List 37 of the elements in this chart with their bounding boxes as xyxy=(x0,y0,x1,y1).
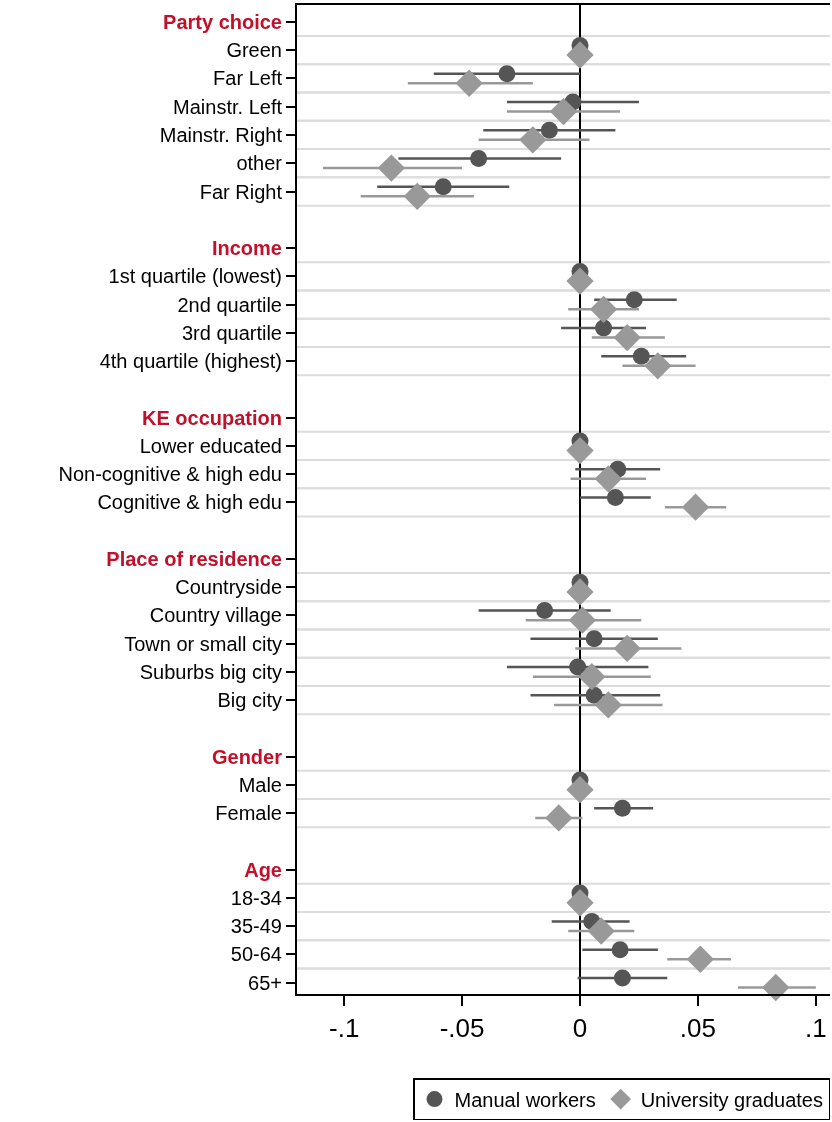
y-tick-label: KE occupation xyxy=(141,406,282,429)
x-tick-label: .05 xyxy=(679,1013,717,1044)
y-tick-label: 2nd quartile xyxy=(177,293,282,316)
y-tick-label: Far Left xyxy=(213,67,283,90)
x-tick-label: -.05 xyxy=(439,1013,485,1044)
y-tick-label: Town or small city xyxy=(124,632,282,655)
y-tick-label: 65+ xyxy=(248,971,282,994)
x-tick-label: .1 xyxy=(805,1013,827,1044)
y-tick-label: Countryside xyxy=(175,576,282,599)
y-tick-label: Age xyxy=(244,858,282,881)
y-tick-label: Female xyxy=(215,802,282,825)
y-tick-label: Income xyxy=(211,237,282,260)
y-tick-label: Mainstr. Right xyxy=(159,123,283,146)
y-tick-label: Mainstr. Left xyxy=(173,95,283,118)
y-tick-label: Place of residence xyxy=(106,547,282,570)
y-tick-label: 1st quartile (lowest) xyxy=(108,265,282,288)
y-tick-label: 4th quartile (highest) xyxy=(99,350,282,373)
y-tick-label: Cognitive & high edu xyxy=(97,491,282,514)
y-tick-label: 3rd quartile xyxy=(181,321,282,344)
x-tick-label: -.1 xyxy=(329,1013,360,1044)
y-tick-label: Big city xyxy=(217,689,282,712)
y-tick-label: Far Right xyxy=(199,180,283,203)
y-tick-label: Non-cognitive & high edu xyxy=(58,463,282,486)
legend-label: Manual workers xyxy=(454,1088,596,1111)
y-tick-label: 18-34 xyxy=(230,886,282,909)
y-tick-label: 50-64 xyxy=(230,943,282,966)
y-tick-label: Gender xyxy=(211,745,283,768)
legend-label: University graduates xyxy=(640,1088,823,1111)
y-tick-label: Green xyxy=(226,39,282,62)
y-tick-label: Party choice xyxy=(163,10,282,33)
y-tick-label: Country village xyxy=(149,604,282,627)
y-tick-label: other xyxy=(236,152,283,175)
y-tick-label: Suburbs big city xyxy=(139,660,282,683)
y-tick-label: 35-49 xyxy=(230,915,282,938)
x-tick-label: 0 xyxy=(572,1013,588,1044)
y-tick-label: Male xyxy=(238,773,282,796)
y-tick-label: Lower educated xyxy=(139,434,282,457)
